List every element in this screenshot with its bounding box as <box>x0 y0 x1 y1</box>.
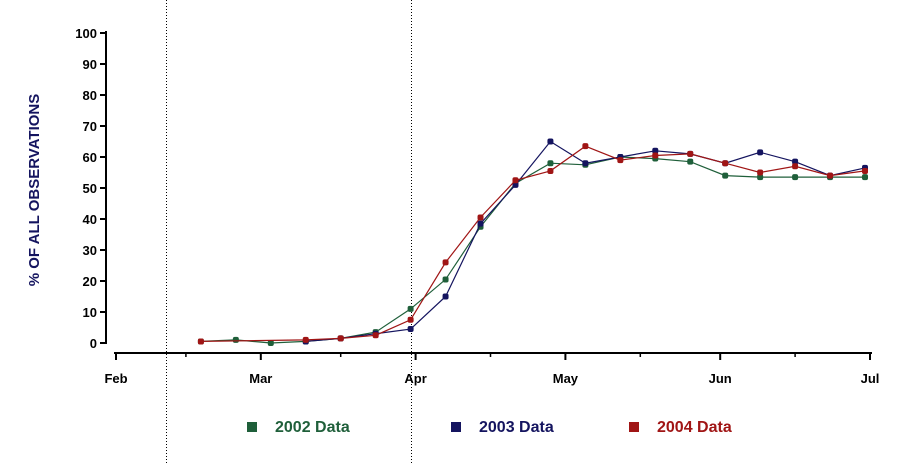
series-2003-data <box>302 138 869 345</box>
data-point-2004-data <box>617 157 624 164</box>
series-2004-data <box>197 143 869 345</box>
data-point-2004-data <box>302 336 309 343</box>
y-tick-label: 20 <box>83 274 97 289</box>
data-point-2004-data <box>652 152 659 159</box>
data-point-2003-data <box>407 326 414 333</box>
data-point-2004-data <box>792 163 799 170</box>
y-tick-label: 70 <box>83 119 97 134</box>
data-point-2004-data <box>827 172 834 179</box>
series-line-2002-data <box>200 156 865 344</box>
data-point-2003-data <box>477 220 484 227</box>
reference-lines <box>166 0 412 463</box>
data-point-2004-data <box>442 259 449 266</box>
series-2002-data <box>197 154 869 346</box>
y-tick-label: 90 <box>83 57 97 72</box>
x-tick-label: Jul <box>861 371 880 386</box>
series-line-2003-data <box>305 140 866 342</box>
x-tick-label: Apr <box>404 371 426 386</box>
x-tick-label: Jun <box>709 371 732 386</box>
data-point-2004-data <box>337 335 344 342</box>
legend-label-2003-data: 2003 Data <box>479 419 554 436</box>
legend-label-2002-data: 2002 Data <box>275 419 350 436</box>
data-point-2004-data <box>862 167 869 174</box>
data-point-2004-data <box>372 332 379 339</box>
data-point-2003-data <box>582 160 589 167</box>
data-point-2003-data <box>652 147 659 154</box>
legend-label-2004-data: 2004 Data <box>657 419 732 436</box>
x-tick-label: Feb <box>104 371 127 386</box>
y-tick-label: 0 <box>90 336 97 351</box>
x-tick-label: Mar <box>249 371 272 386</box>
y-tick-label: 30 <box>83 243 97 258</box>
legend-swatch-2004-data <box>629 422 639 432</box>
data-point-2002-data <box>232 336 239 343</box>
data-point-2004-data <box>407 316 414 323</box>
y-tick-label: 40 <box>83 212 97 227</box>
data-point-2002-data <box>407 305 414 312</box>
data-point-2002-data <box>722 172 729 179</box>
y-axis-label: % OF ALL OBSERVATIONS <box>26 94 43 287</box>
series-group <box>197 138 869 346</box>
data-point-2003-data <box>512 181 519 188</box>
data-point-2004-data <box>197 338 204 345</box>
data-point-2004-data <box>582 143 589 150</box>
y-axis: 0 10 20 30 40 50 60 70 80 90 100 <box>75 26 107 351</box>
data-point-2002-data <box>687 158 694 165</box>
data-point-2004-data <box>512 177 519 184</box>
y-tick-label: 80 <box>83 88 97 103</box>
y-tick-label: 60 <box>83 150 97 165</box>
data-point-2002-data <box>792 174 799 181</box>
legend: 2002 Data 2003 Data 2004 Data <box>247 419 732 436</box>
series-line-2004-data <box>200 145 866 342</box>
data-point-2004-data <box>687 150 694 157</box>
data-point-2004-data <box>757 169 764 176</box>
y-tick-label: 10 <box>83 305 97 320</box>
data-point-2002-data <box>442 276 449 283</box>
data-point-2002-data <box>862 174 869 181</box>
data-point-2002-data <box>547 160 554 167</box>
data-point-2004-data <box>547 167 554 174</box>
x-tick-label: May <box>553 371 579 386</box>
data-point-2003-data <box>442 293 449 300</box>
y-tick-label: 50 <box>83 181 97 196</box>
data-point-2002-data <box>267 340 274 346</box>
data-point-2004-data <box>477 214 484 221</box>
data-point-2003-data <box>757 149 764 156</box>
data-point-2004-data <box>722 160 729 167</box>
legend-swatch-2002-data <box>247 422 257 432</box>
y-tick-label: 100 <box>75 26 97 41</box>
legend-swatch-2003-data <box>451 422 461 432</box>
data-point-2003-data <box>547 138 554 145</box>
x-axis: Feb Mar Apr May Jun Jul <box>104 352 880 386</box>
data-point-2002-data <box>757 174 764 181</box>
data-point-2003-data <box>792 158 799 165</box>
